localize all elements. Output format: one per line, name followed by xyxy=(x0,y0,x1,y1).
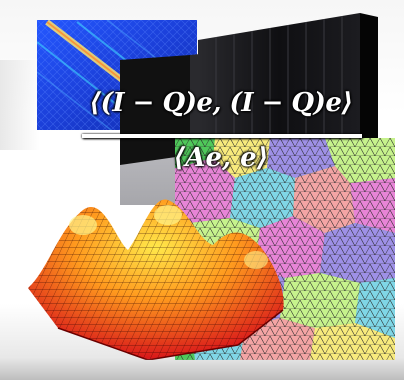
left-fade xyxy=(0,60,40,150)
fraction-bar xyxy=(82,134,362,138)
formula: ⟨(I − Q)e, (I − Q)e⟩ ⟨Ae, e⟩ xyxy=(76,88,366,198)
bottom-fade xyxy=(0,358,404,380)
surface-plot-icon xyxy=(28,199,284,361)
formula-denominator: ⟨Ae, e⟩ xyxy=(173,143,269,173)
surface-plot xyxy=(28,170,288,361)
formula-numerator: ⟨(I − Q)e, (I − Q)e⟩ xyxy=(89,88,353,118)
